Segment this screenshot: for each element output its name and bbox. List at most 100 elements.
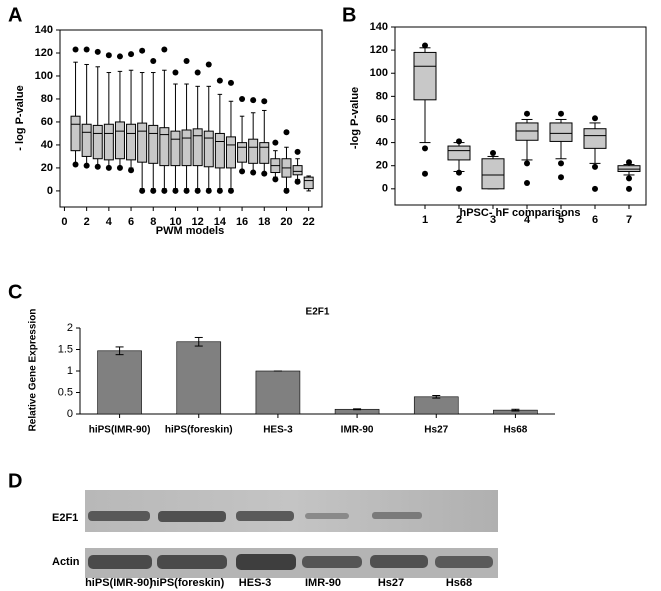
outlier (139, 47, 146, 54)
box (303, 176, 314, 190)
outlier (194, 187, 201, 194)
box (225, 136, 236, 169)
outlier (283, 187, 290, 194)
panel-label: A (8, 4, 22, 26)
lane-label: Hs68 (446, 577, 472, 589)
lane-label: hiPS(foreskin) (150, 577, 225, 589)
outlier (94, 163, 101, 170)
outlier (183, 187, 190, 194)
outlier (227, 79, 234, 86)
outlier (456, 185, 462, 192)
outlier (128, 51, 135, 58)
outlier (183, 58, 190, 65)
band (305, 513, 349, 519)
outlier (250, 169, 257, 176)
band (372, 512, 422, 519)
box (126, 123, 137, 161)
x-tick-label: 4 (106, 216, 113, 228)
outlier (72, 46, 79, 53)
bar (176, 341, 222, 415)
box (103, 123, 114, 161)
outlier (592, 115, 598, 122)
band (157, 555, 227, 569)
y-tick-label: 100 (35, 70, 53, 82)
x-tick-label: 2 (84, 216, 90, 228)
outlier (105, 164, 112, 171)
row-label: Actin (52, 556, 80, 568)
x-tick-label: hiPS(IMR-90) (89, 425, 151, 436)
lane-label: IMR-90 (305, 577, 341, 589)
x-tick-label: 16 (236, 216, 248, 228)
x-tick-label: hiPS(foreskin) (165, 425, 233, 436)
x-tick-label: 20 (280, 216, 292, 228)
outlier (592, 185, 598, 192)
x-tick-label: 8 (150, 216, 156, 228)
outlier (83, 46, 90, 53)
outlier (558, 110, 564, 117)
y-axis-label: - log P-value (14, 85, 26, 150)
x-tick-label: 14 (214, 216, 227, 228)
outlier (172, 69, 179, 76)
outlier (626, 159, 632, 166)
panel-label: B (342, 4, 356, 26)
outlier (105, 52, 112, 59)
y-tick-label: 40 (41, 139, 53, 151)
lane-label: HES-3 (239, 577, 271, 589)
outlier (626, 175, 632, 182)
outlier (490, 149, 496, 156)
outlier (150, 58, 157, 65)
y-tick-label: 20 (376, 160, 388, 172)
y-tick-label: 1 (67, 365, 73, 377)
box (181, 129, 192, 167)
outlier (205, 187, 212, 194)
box (413, 51, 437, 101)
y-tick-label: 80 (376, 90, 388, 102)
band (236, 511, 294, 521)
x-tick-label: 6 (128, 216, 134, 228)
outlier (261, 98, 268, 105)
x-tick-label: 22 (303, 216, 315, 228)
lane-label: Hs27 (378, 577, 404, 589)
x-axis-label: hPSC- hF comparisons (459, 207, 580, 219)
box (203, 130, 214, 168)
outlier (216, 187, 223, 194)
band (435, 556, 493, 568)
blot (85, 490, 498, 578)
y-axis-label: -log P-value (349, 87, 361, 149)
panel-label: D (8, 470, 22, 492)
y-tick-label: 100 (370, 67, 388, 79)
box (148, 124, 159, 164)
box (192, 128, 203, 167)
outlier (422, 170, 428, 177)
outlier (250, 97, 257, 104)
outlier (294, 148, 301, 155)
outlier (239, 168, 246, 175)
outlier (94, 48, 101, 55)
box (515, 122, 539, 141)
outlier (116, 164, 123, 171)
box (114, 121, 125, 160)
x-tick-label: 5 (558, 214, 564, 226)
x-tick-label: Hs68 (503, 425, 527, 436)
box (70, 115, 81, 152)
y-tick-label: 140 (35, 24, 53, 36)
outlier (205, 61, 212, 68)
x-tick-label: 6 (592, 214, 598, 226)
x-tick-label: 12 (192, 216, 204, 228)
bar (255, 370, 301, 415)
plot-frame (59, 29, 323, 208)
x-tick-label: Hs27 (424, 425, 448, 436)
x-tick-label: 0 (61, 216, 67, 228)
outlier (83, 162, 90, 169)
outlier (422, 42, 428, 49)
outlier (272, 139, 279, 146)
box (237, 142, 248, 163)
row-label: E2F1 (52, 512, 78, 524)
blot-membrane (85, 490, 498, 532)
box (447, 145, 471, 161)
band (158, 511, 226, 522)
outlier (227, 187, 234, 194)
y-tick-label: 60 (41, 116, 53, 128)
x-axis-label: PWM models (156, 225, 224, 237)
